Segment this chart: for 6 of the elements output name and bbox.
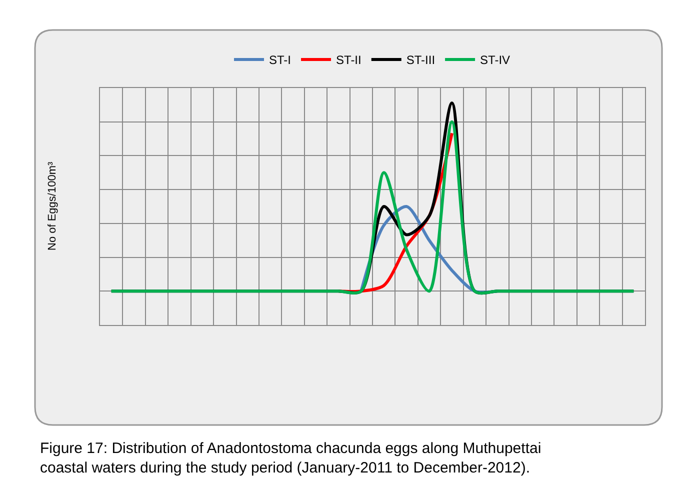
legend-label: ST-IV [480, 53, 510, 68]
legend-label: ST-II [336, 53, 362, 68]
legend-label: ST-I [269, 53, 292, 68]
caption: Figure 17: Distribution of Anadontostoma chacunda eggs along Muthupettai coastal waters during the study period (January-2011 to December-2012). [40, 440, 542, 476]
legend-label: ST-III [406, 53, 436, 68]
y-axis-title: No of Eggs/100m³ [46, 162, 58, 250]
